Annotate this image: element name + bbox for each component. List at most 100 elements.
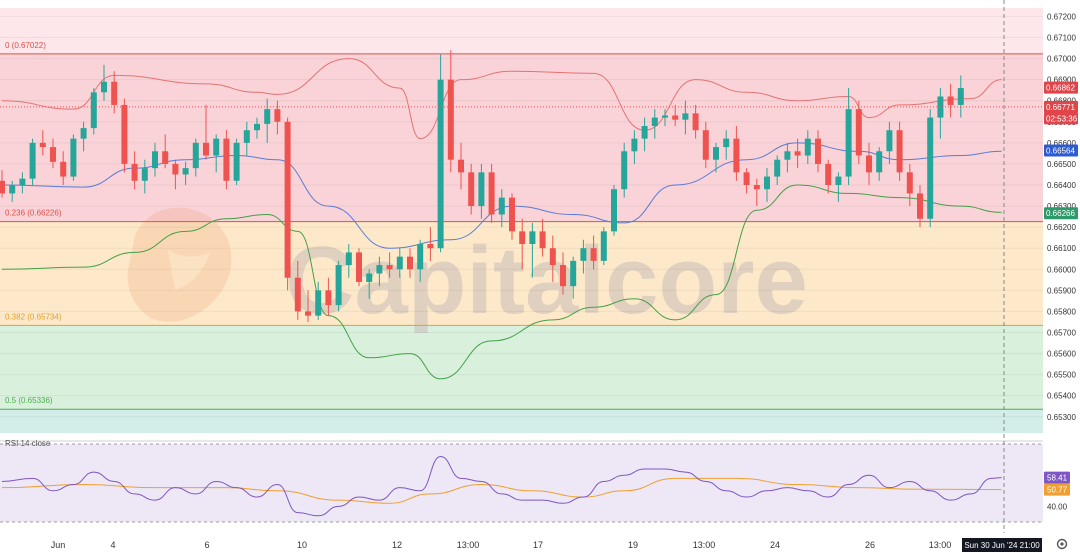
candle-body: [458, 159, 464, 173]
price-badge-bg: [1044, 100, 1078, 113]
time-label: 19: [628, 540, 638, 550]
candle-body: [0, 180, 5, 194]
rsi-badge-bg: [1044, 483, 1070, 496]
candle-body: [447, 79, 454, 160]
fib-zone-4: [0, 409, 1043, 433]
candle-body: [917, 193, 923, 219]
candle-body: [784, 151, 791, 160]
candle-body: [60, 161, 67, 177]
candle-body: [672, 115, 679, 120]
candle-body: [539, 231, 546, 249]
candle-body: [141, 168, 148, 181]
price-tick-label: 0.65800: [1047, 307, 1076, 316]
candle-body: [213, 138, 220, 156]
price-badge-bg: [1044, 81, 1078, 94]
candle-body: [437, 79, 444, 249]
rsi-badge-bg: [1044, 471, 1070, 484]
current-time-badge-bg: [962, 538, 1042, 552]
price-tick-label: 0.66500: [1047, 160, 1076, 169]
price-tick-label: 0.65500: [1047, 371, 1076, 380]
candle-body: [692, 113, 699, 131]
candle-body: [662, 115, 668, 118]
candle-body: [733, 138, 740, 173]
candle-body: [101, 81, 107, 93]
candle-body: [488, 172, 495, 215]
price-tick-label: 0.66300: [1047, 202, 1076, 211]
rsi-ma-line: [1, 477, 1002, 504]
candle-body: [172, 163, 179, 175]
candle-body: [600, 231, 607, 261]
time-label: 13:00: [457, 540, 480, 550]
settings-gear-icon[interactable]: [1056, 538, 1068, 550]
candle-body: [376, 265, 383, 274]
watermark-text: Capitalcore: [285, 227, 808, 334]
fib-label-1: 0.236 (0.66226): [5, 209, 62, 218]
candle-body: [427, 244, 434, 249]
candle-body: [192, 142, 199, 169]
price-tick-label: 0.65700: [1047, 329, 1076, 338]
candle-body: [19, 178, 26, 185]
candle-body: [162, 151, 169, 164]
candle-body: [366, 273, 373, 282]
candle-body: [468, 172, 475, 207]
candle-body: [478, 172, 485, 207]
candle-body: [9, 185, 16, 194]
candle-body: [723, 138, 730, 148]
candle-body: [753, 185, 760, 190]
price-tick-label: 0.65400: [1047, 392, 1076, 401]
candle-body: [570, 260, 577, 287]
candle-body: [927, 117, 934, 219]
candle-body: [702, 130, 709, 160]
rsi-label: RSI 14 close: [5, 439, 51, 448]
fib-zone-3: [0, 325, 1043, 410]
candle-body: [305, 311, 311, 316]
fib-label-2: 0.382 (0.65734): [5, 312, 62, 321]
time-label: 4: [110, 540, 115, 550]
candle-body: [519, 231, 526, 244]
current-time-badge: Sun 30 Jun '24 21:00: [964, 541, 1040, 550]
candle-body: [906, 172, 913, 194]
price-badge: 0.66862: [1046, 84, 1075, 93]
price-badge: 0.66564: [1046, 146, 1075, 155]
time-label: 13:00: [693, 540, 716, 550]
candle-body: [131, 163, 138, 181]
fib-label-0: 0 (0.67022): [5, 41, 46, 50]
time-label: 24: [770, 540, 780, 550]
candle-body: [315, 290, 322, 316]
price-tick-label: 0.66100: [1047, 244, 1076, 253]
candle-body: [580, 248, 587, 261]
candle-body: [233, 142, 240, 181]
price-tick-label: 0.66000: [1047, 265, 1076, 274]
candle-body: [825, 163, 832, 185]
fib-label-3: 0.5 (0.65336): [5, 396, 53, 405]
price-tick-label: 0.67200: [1047, 12, 1076, 21]
candle-body: [590, 248, 597, 261]
price-tick-label: 0.66900: [1047, 76, 1076, 85]
bb-lower-line: [1, 184, 1002, 380]
fib-zone-0: [0, 8, 1043, 54]
candle-body: [560, 265, 566, 287]
candle-body: [957, 88, 964, 105]
time-axis[interactable]: Jun 4 6 10 12 13:00 17 19 13:00 24 26 13:00 Sun 30 J…: [51, 538, 1042, 552]
candle-body: [407, 256, 413, 270]
candle-body: [90, 92, 97, 129]
candle-body: [254, 123, 260, 131]
candlestick-series: [0, 50, 1043, 322]
rsi-panel: RSI 14 close: [0, 439, 1043, 523]
price-axis[interactable]: 0.672000.671000.670000.669000.668000.667…: [1044, 12, 1078, 511]
candle-body: [886, 130, 893, 152]
price-tick-label: 0.65300: [1047, 413, 1076, 422]
rsi-background: [0, 444, 1043, 522]
candle-body: [896, 130, 903, 173]
candle-body: [243, 130, 250, 143]
rsi-line: [1, 455, 1002, 517]
candle-body: [39, 142, 46, 148]
time-label: 6: [204, 540, 209, 550]
candle-body: [611, 189, 617, 232]
time-label: 13:00: [929, 540, 952, 550]
candle-body: [50, 147, 56, 162]
candle-body: [70, 138, 77, 177]
price-tick-label: 0.66200: [1047, 223, 1076, 232]
price-tick-label: 0.67100: [1047, 34, 1076, 43]
